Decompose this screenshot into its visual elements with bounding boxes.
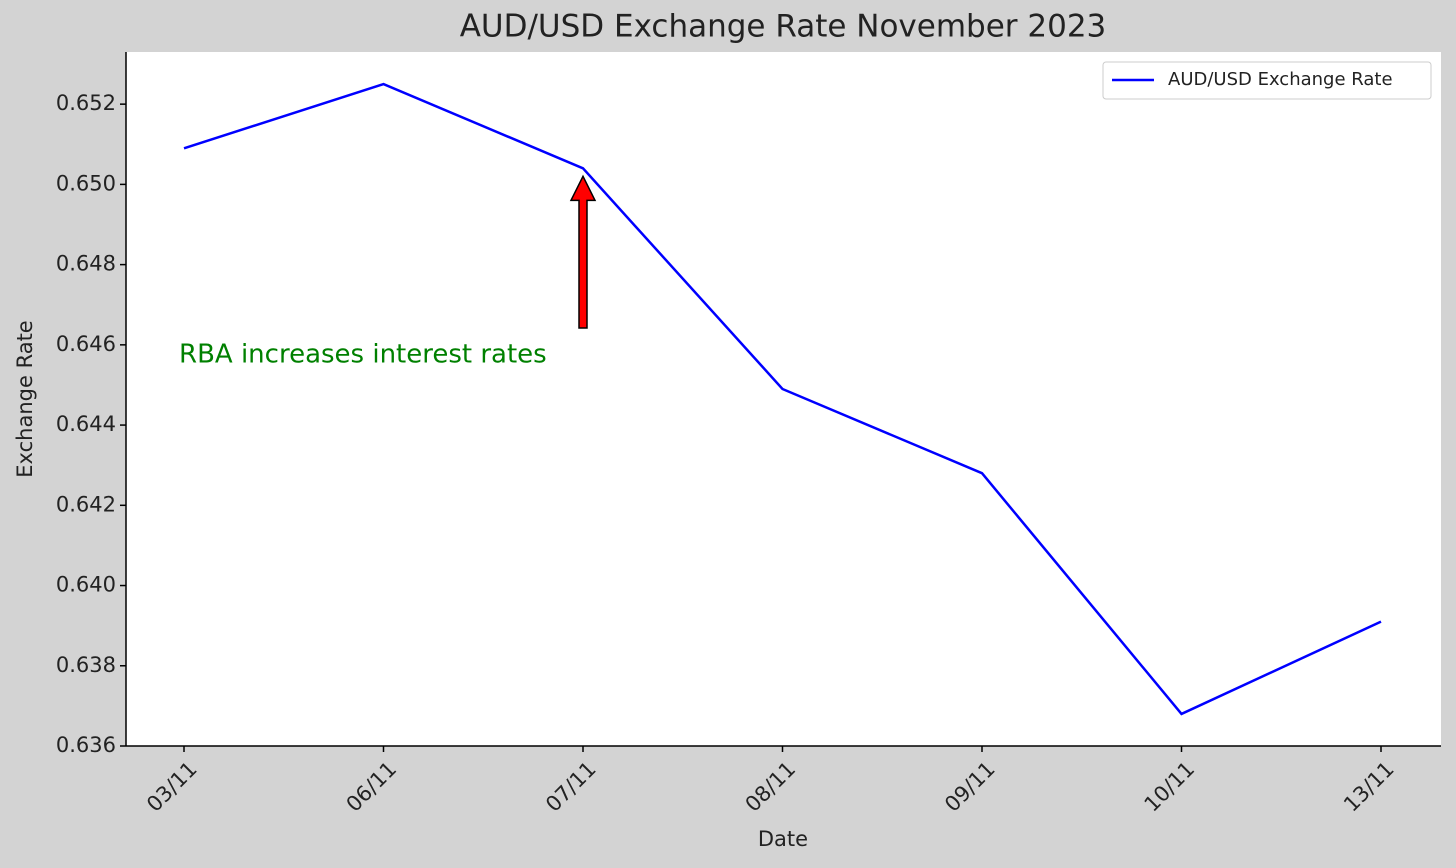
- y-tick-label: 0.640: [56, 573, 116, 597]
- y-axis-label: Exchange Rate: [13, 320, 37, 477]
- chart-title: AUD/USD Exchange Rate November 2023: [460, 9, 1107, 45]
- y-tick-label: 0.644: [56, 412, 116, 436]
- legend-box: [1102, 61, 1432, 100]
- plot-area: [126, 52, 1441, 746]
- annotation-arrow: [569, 174, 597, 329]
- y-tick-label: 0.646: [56, 332, 116, 356]
- annotation-text: RBA increases interest rates: [179, 340, 547, 370]
- y-tick-label: 0.642: [56, 492, 116, 516]
- y-tick-label: 0.636: [56, 733, 116, 757]
- legend-label: AUD/USD Exchange Rate: [1168, 69, 1393, 90]
- x-axis-label: Date: [758, 827, 808, 851]
- y-tick-label: 0.652: [56, 91, 116, 115]
- data-line: [183, 82, 1382, 716]
- y-tick-label: 0.648: [56, 252, 116, 276]
- y-tick-label: 0.638: [56, 653, 116, 677]
- y-tick-label: 0.650: [56, 171, 116, 195]
